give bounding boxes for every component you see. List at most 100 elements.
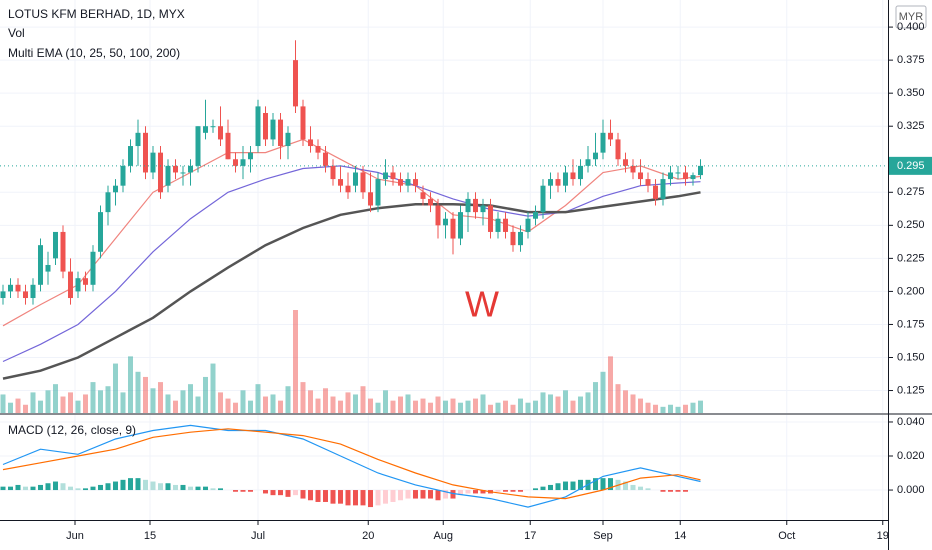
candle-body <box>645 179 651 186</box>
volume-bar <box>218 392 223 413</box>
x-tick-label: Jun <box>66 530 84 542</box>
volume-bar <box>203 376 208 413</box>
macd-line <box>2 428 701 500</box>
volume-bar <box>38 400 43 413</box>
volume-bar <box>413 400 418 413</box>
volume-bar <box>165 394 171 413</box>
histogram-bar <box>473 490 478 494</box>
candle-body <box>240 159 246 166</box>
histogram-bar <box>165 483 171 491</box>
candle-body <box>368 192 373 206</box>
candle-body <box>353 172 358 186</box>
volume-bar <box>255 384 261 413</box>
histogram-bar <box>593 478 598 491</box>
candle-body <box>623 159 628 166</box>
y-tick-label: 0.350 <box>897 87 925 99</box>
volume-bar <box>150 388 156 413</box>
volume-bar <box>593 382 598 413</box>
y-tick-label: 0.250 <box>897 219 925 231</box>
y-tick-label: 0.020 <box>897 450 925 462</box>
candle-body <box>248 152 253 160</box>
volume-bar <box>383 390 388 413</box>
volume-bar <box>75 400 81 413</box>
histogram-bar <box>578 479 583 491</box>
histogram-bar <box>128 478 133 491</box>
candle-body <box>510 231 516 246</box>
histogram-bar <box>300 490 306 499</box>
x-tick-label: 20 <box>362 530 374 542</box>
volume-bar <box>143 376 148 413</box>
histogram-bar <box>428 490 433 499</box>
volume-bar <box>548 394 553 413</box>
histogram-bar <box>218 488 223 491</box>
candle-body <box>360 172 366 193</box>
volume-bar <box>285 386 291 413</box>
price-tag-label: 0.295 <box>897 160 925 172</box>
histogram-bar <box>548 484 553 491</box>
histogram-bar <box>540 486 546 491</box>
candle-body <box>503 218 508 232</box>
volume-bar <box>405 394 411 413</box>
candle-body <box>600 132 606 153</box>
histogram-bar <box>308 490 313 501</box>
histogram-bar <box>675 490 681 492</box>
candle-body <box>398 179 403 186</box>
volume-bar <box>240 390 246 413</box>
volume-bar <box>698 400 703 413</box>
candle-body <box>173 165 178 173</box>
candle-body <box>218 126 223 140</box>
volume-bar <box>450 398 456 413</box>
candle-body <box>120 165 126 186</box>
histogram-bar <box>413 490 418 499</box>
candle-body <box>323 152 328 166</box>
histogram-bar <box>323 490 328 502</box>
candle-body <box>23 291 28 299</box>
volume-bar <box>495 402 501 413</box>
histogram-bar <box>150 481 156 491</box>
price-tag <box>889 156 932 175</box>
histogram-bar <box>173 484 178 491</box>
volume-bar <box>98 390 103 413</box>
volume-bar <box>540 392 546 413</box>
histogram-bar <box>285 490 291 497</box>
candle-body <box>345 185 351 193</box>
histogram-bar <box>345 490 351 506</box>
candle-body <box>180 172 186 174</box>
volume-bar <box>578 396 583 413</box>
candle-body <box>128 146 133 166</box>
volume-bar <box>293 310 298 413</box>
histogram-bar <box>563 481 568 491</box>
volume-bar <box>645 402 651 413</box>
histogram-bar <box>315 490 321 502</box>
candle-body <box>540 185 546 213</box>
candle-body <box>593 152 598 160</box>
histogram-bar <box>375 490 381 506</box>
y-tick-label: 0.200 <box>897 285 925 297</box>
volume-bar <box>353 394 358 413</box>
candle-body <box>533 212 538 219</box>
volume-bar <box>195 396 201 413</box>
volume-bar <box>180 390 186 413</box>
candle-body <box>683 172 688 180</box>
histogram-bar <box>623 481 628 491</box>
volume-bar <box>315 398 321 413</box>
candle-body <box>8 284 13 292</box>
y-tick-label: 0.225 <box>897 252 925 264</box>
volume-bar <box>555 396 561 413</box>
macd-title: MACD (12, 26, close, 9) <box>8 423 136 437</box>
histogram-bar <box>390 490 396 502</box>
candle-body <box>420 192 426 199</box>
volume-bar <box>375 402 381 413</box>
volume-bar <box>338 400 343 413</box>
candle-body <box>195 126 201 166</box>
ema-label: Multi EMA (10, 25, 50, 100, 200) <box>8 46 180 60</box>
histogram-bar <box>330 490 336 504</box>
histogram-bar <box>450 490 456 499</box>
histogram-bar <box>203 486 208 491</box>
volume-bar <box>158 382 163 413</box>
histogram-bar <box>338 490 343 504</box>
candle-body <box>113 185 118 193</box>
candle-body <box>143 132 148 173</box>
annotation: W <box>465 284 499 325</box>
y-tick-label: 0.125 <box>897 384 925 396</box>
